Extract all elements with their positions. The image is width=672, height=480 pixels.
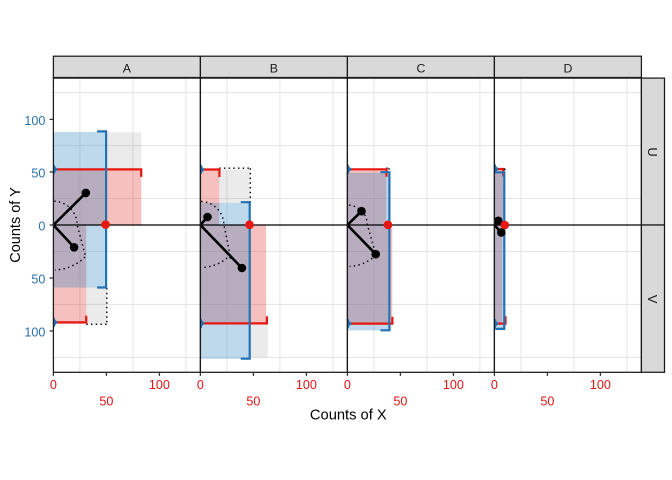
svg-text:100: 100 — [296, 378, 317, 392]
svg-text:A: A — [123, 62, 132, 76]
svg-text:0: 0 — [197, 378, 204, 392]
svg-text:100: 100 — [149, 378, 170, 392]
svg-text:B: B — [270, 62, 278, 76]
svg-text:0: 0 — [50, 378, 57, 392]
svg-text:D: D — [563, 62, 572, 76]
svg-text:0: 0 — [38, 220, 45, 234]
svg-text:100: 100 — [443, 378, 464, 392]
svg-text:0: 0 — [491, 378, 498, 392]
svg-text:50: 50 — [540, 394, 554, 408]
svg-text:50: 50 — [393, 394, 407, 408]
svg-text:0: 0 — [344, 378, 351, 392]
svg-text:V: V — [645, 295, 660, 304]
svg-text:100: 100 — [590, 378, 611, 392]
svg-text:50: 50 — [99, 394, 113, 408]
svg-text:Counts of Y: Counts of Y — [8, 187, 24, 263]
svg-text:50: 50 — [31, 167, 45, 181]
svg-text:100: 100 — [24, 326, 45, 340]
svg-text:50: 50 — [246, 394, 260, 408]
svg-text:Counts of X: Counts of X — [310, 408, 387, 424]
svg-text:100: 100 — [24, 114, 45, 128]
svg-text:C: C — [416, 62, 425, 76]
svg-text:50: 50 — [31, 273, 45, 287]
svg-text:U: U — [645, 147, 660, 156]
